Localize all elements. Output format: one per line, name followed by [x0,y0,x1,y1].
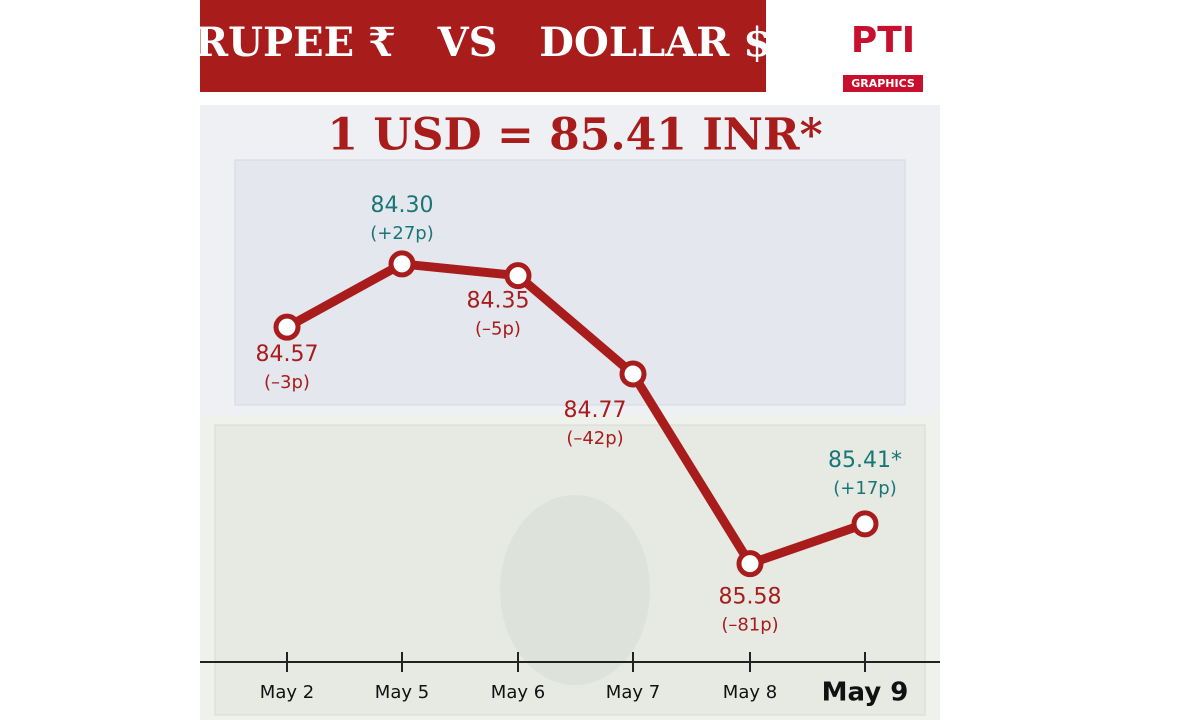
point [388,250,416,278]
point [273,313,301,341]
change-label: (–5p) [475,319,521,340]
x-tick-label: May 2 [260,682,314,703]
logo-caption-bg [843,75,923,92]
value-label: 85.58 [719,585,782,610]
point [736,550,764,578]
x-tick-label: May 8 [723,682,777,703]
title-banner [200,0,766,92]
logo-caption: GRAPHICS [851,77,915,90]
line [284,259,867,569]
value-label: 84.30 [371,193,434,218]
x-tick-label: May 7 [606,682,660,703]
change-label: (+27p) [370,223,433,244]
x-tick-label: May 9 [822,678,909,708]
chart-subtitle: 1 USD = 85.41 INR* [327,110,822,161]
chart-title: RUPEE ₹ VS DOLLAR $ [195,19,771,66]
value-label: 84.57 [256,342,319,367]
logo-name: PTI [851,20,915,61]
change-label: (–42p) [566,428,623,449]
value-label: 84.35 [467,289,530,314]
change-label: (–3p) [264,372,310,393]
x-tick-label: May 5 [375,682,429,703]
point [619,360,647,388]
rupee-note [234,159,906,406]
value-label: 84.77 [564,398,627,423]
point [504,262,532,290]
logo [843,20,923,70]
change-label: (+17p) [833,478,896,499]
point [851,510,879,538]
portrait [500,495,650,685]
x-tick-label: May 6 [491,682,545,703]
change-label: (–81p) [721,615,778,636]
value-label: 85.41* [828,448,902,473]
